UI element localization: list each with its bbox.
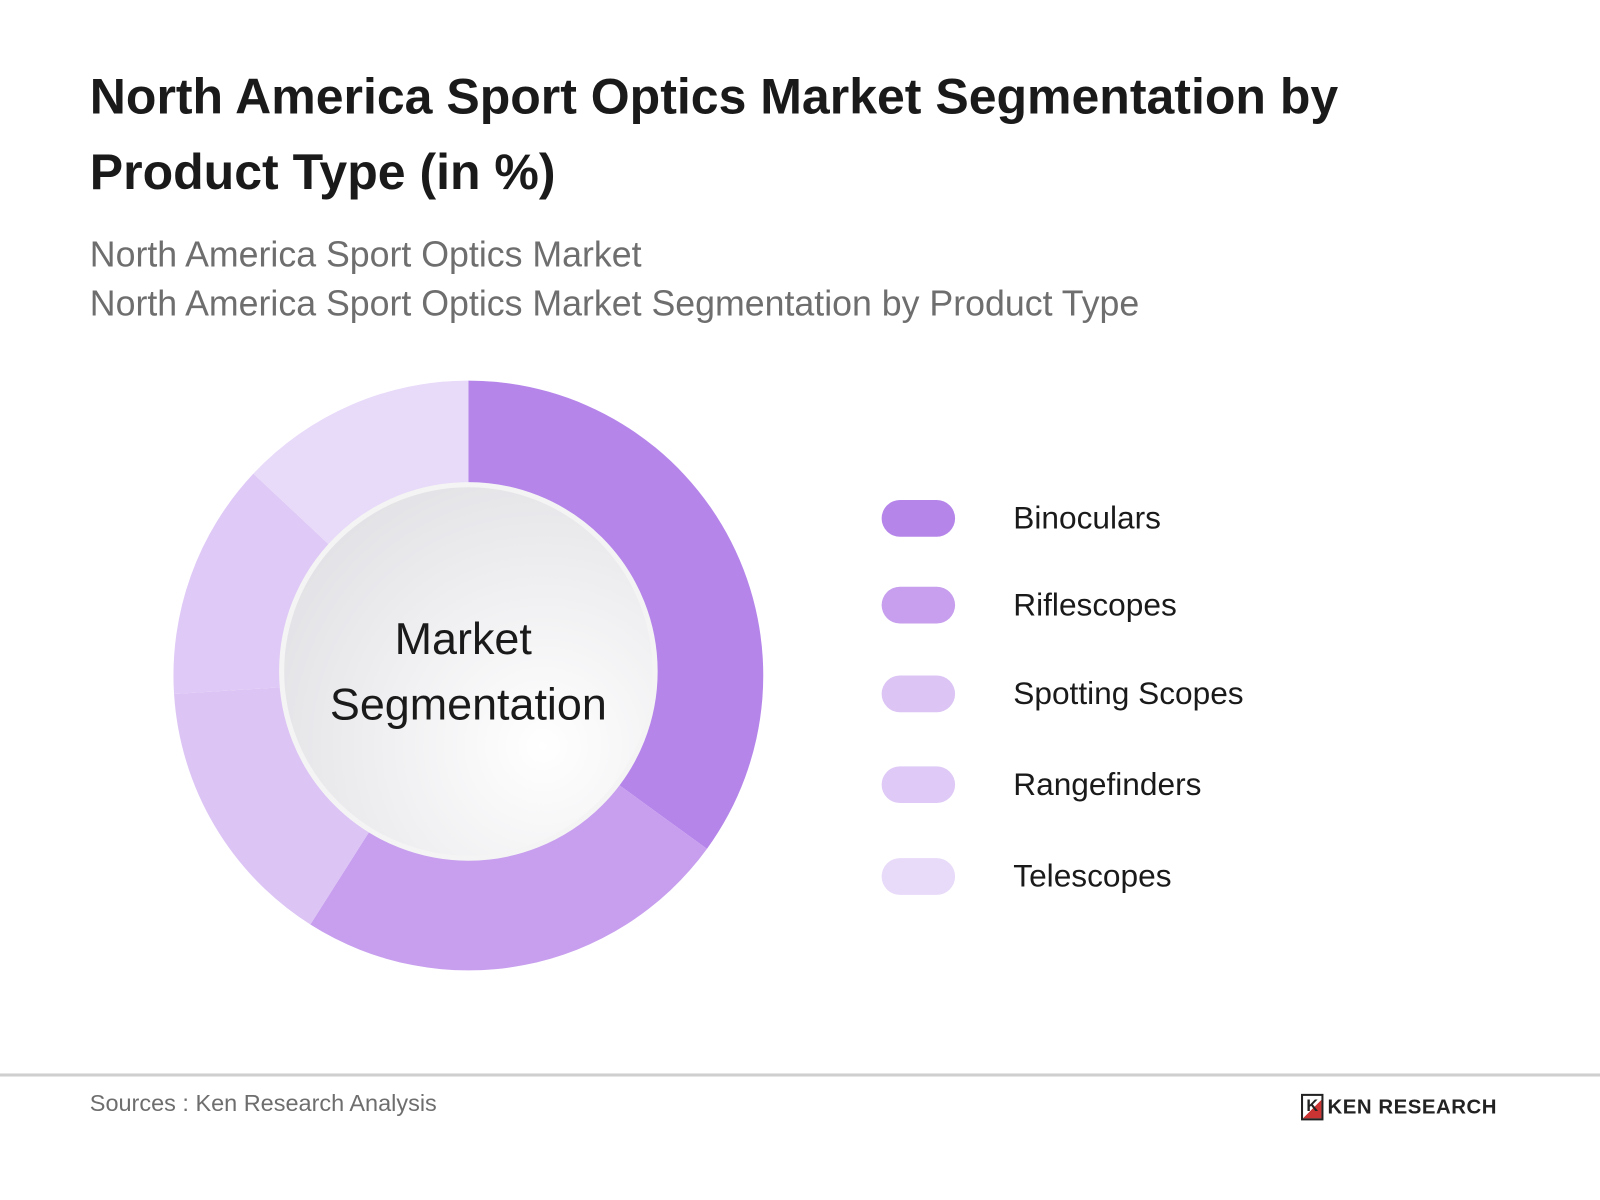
legend-item-spotting-scopes: Spotting Scopes — [881, 674, 1244, 713]
center-label-line2: Segmentation — [330, 678, 607, 729]
legend-label: Riflescopes — [1013, 586, 1177, 623]
legend-swatch — [881, 499, 956, 537]
legend-label: Telescopes — [1013, 858, 1172, 894]
footer-divider — [0, 1073, 1600, 1077]
slice-spotting-scopes — [174, 687, 370, 925]
logo-k-icon: K — [1301, 1093, 1324, 1121]
logo-text: KEN RESEARCH — [1327, 1095, 1497, 1118]
subtitle-segmentation: North America Sport Optics Market Segmen… — [89, 283, 1140, 324]
source-note: Sources : Ken Research Analysis — [89, 1089, 437, 1117]
slice-rangefinders — [173, 473, 335, 695]
slice-riflescopes — [310, 783, 707, 971]
legend-swatch — [881, 858, 956, 895]
chart-title: North America Sport Optics Market Segmen… — [89, 69, 1339, 200]
subtitle-market: North America Sport Optics Market — [89, 234, 642, 275]
legend-item-riflescopes: Riflescopes — [881, 586, 1177, 625]
center-label-line1: Market — [395, 613, 533, 664]
legend-label: Rangefinders — [1013, 766, 1202, 803]
legend-item-telescopes: Telescopes — [881, 857, 1172, 896]
legend-swatch — [881, 675, 956, 713]
legend-label: Spotting Scopes — [1013, 675, 1244, 712]
legend-item-rangefinders: Rangefinders — [881, 765, 1201, 804]
legend-swatch — [881, 586, 956, 624]
legend-label: Binoculars — [1013, 499, 1161, 536]
ken-research-logo: K KEN RESEARCH — [1301, 1093, 1497, 1121]
slice-telescopes — [253, 380, 469, 550]
donut-center — [279, 482, 658, 861]
legend-item-binoculars: Binoculars — [881, 499, 1161, 538]
legend-swatch — [881, 766, 956, 804]
